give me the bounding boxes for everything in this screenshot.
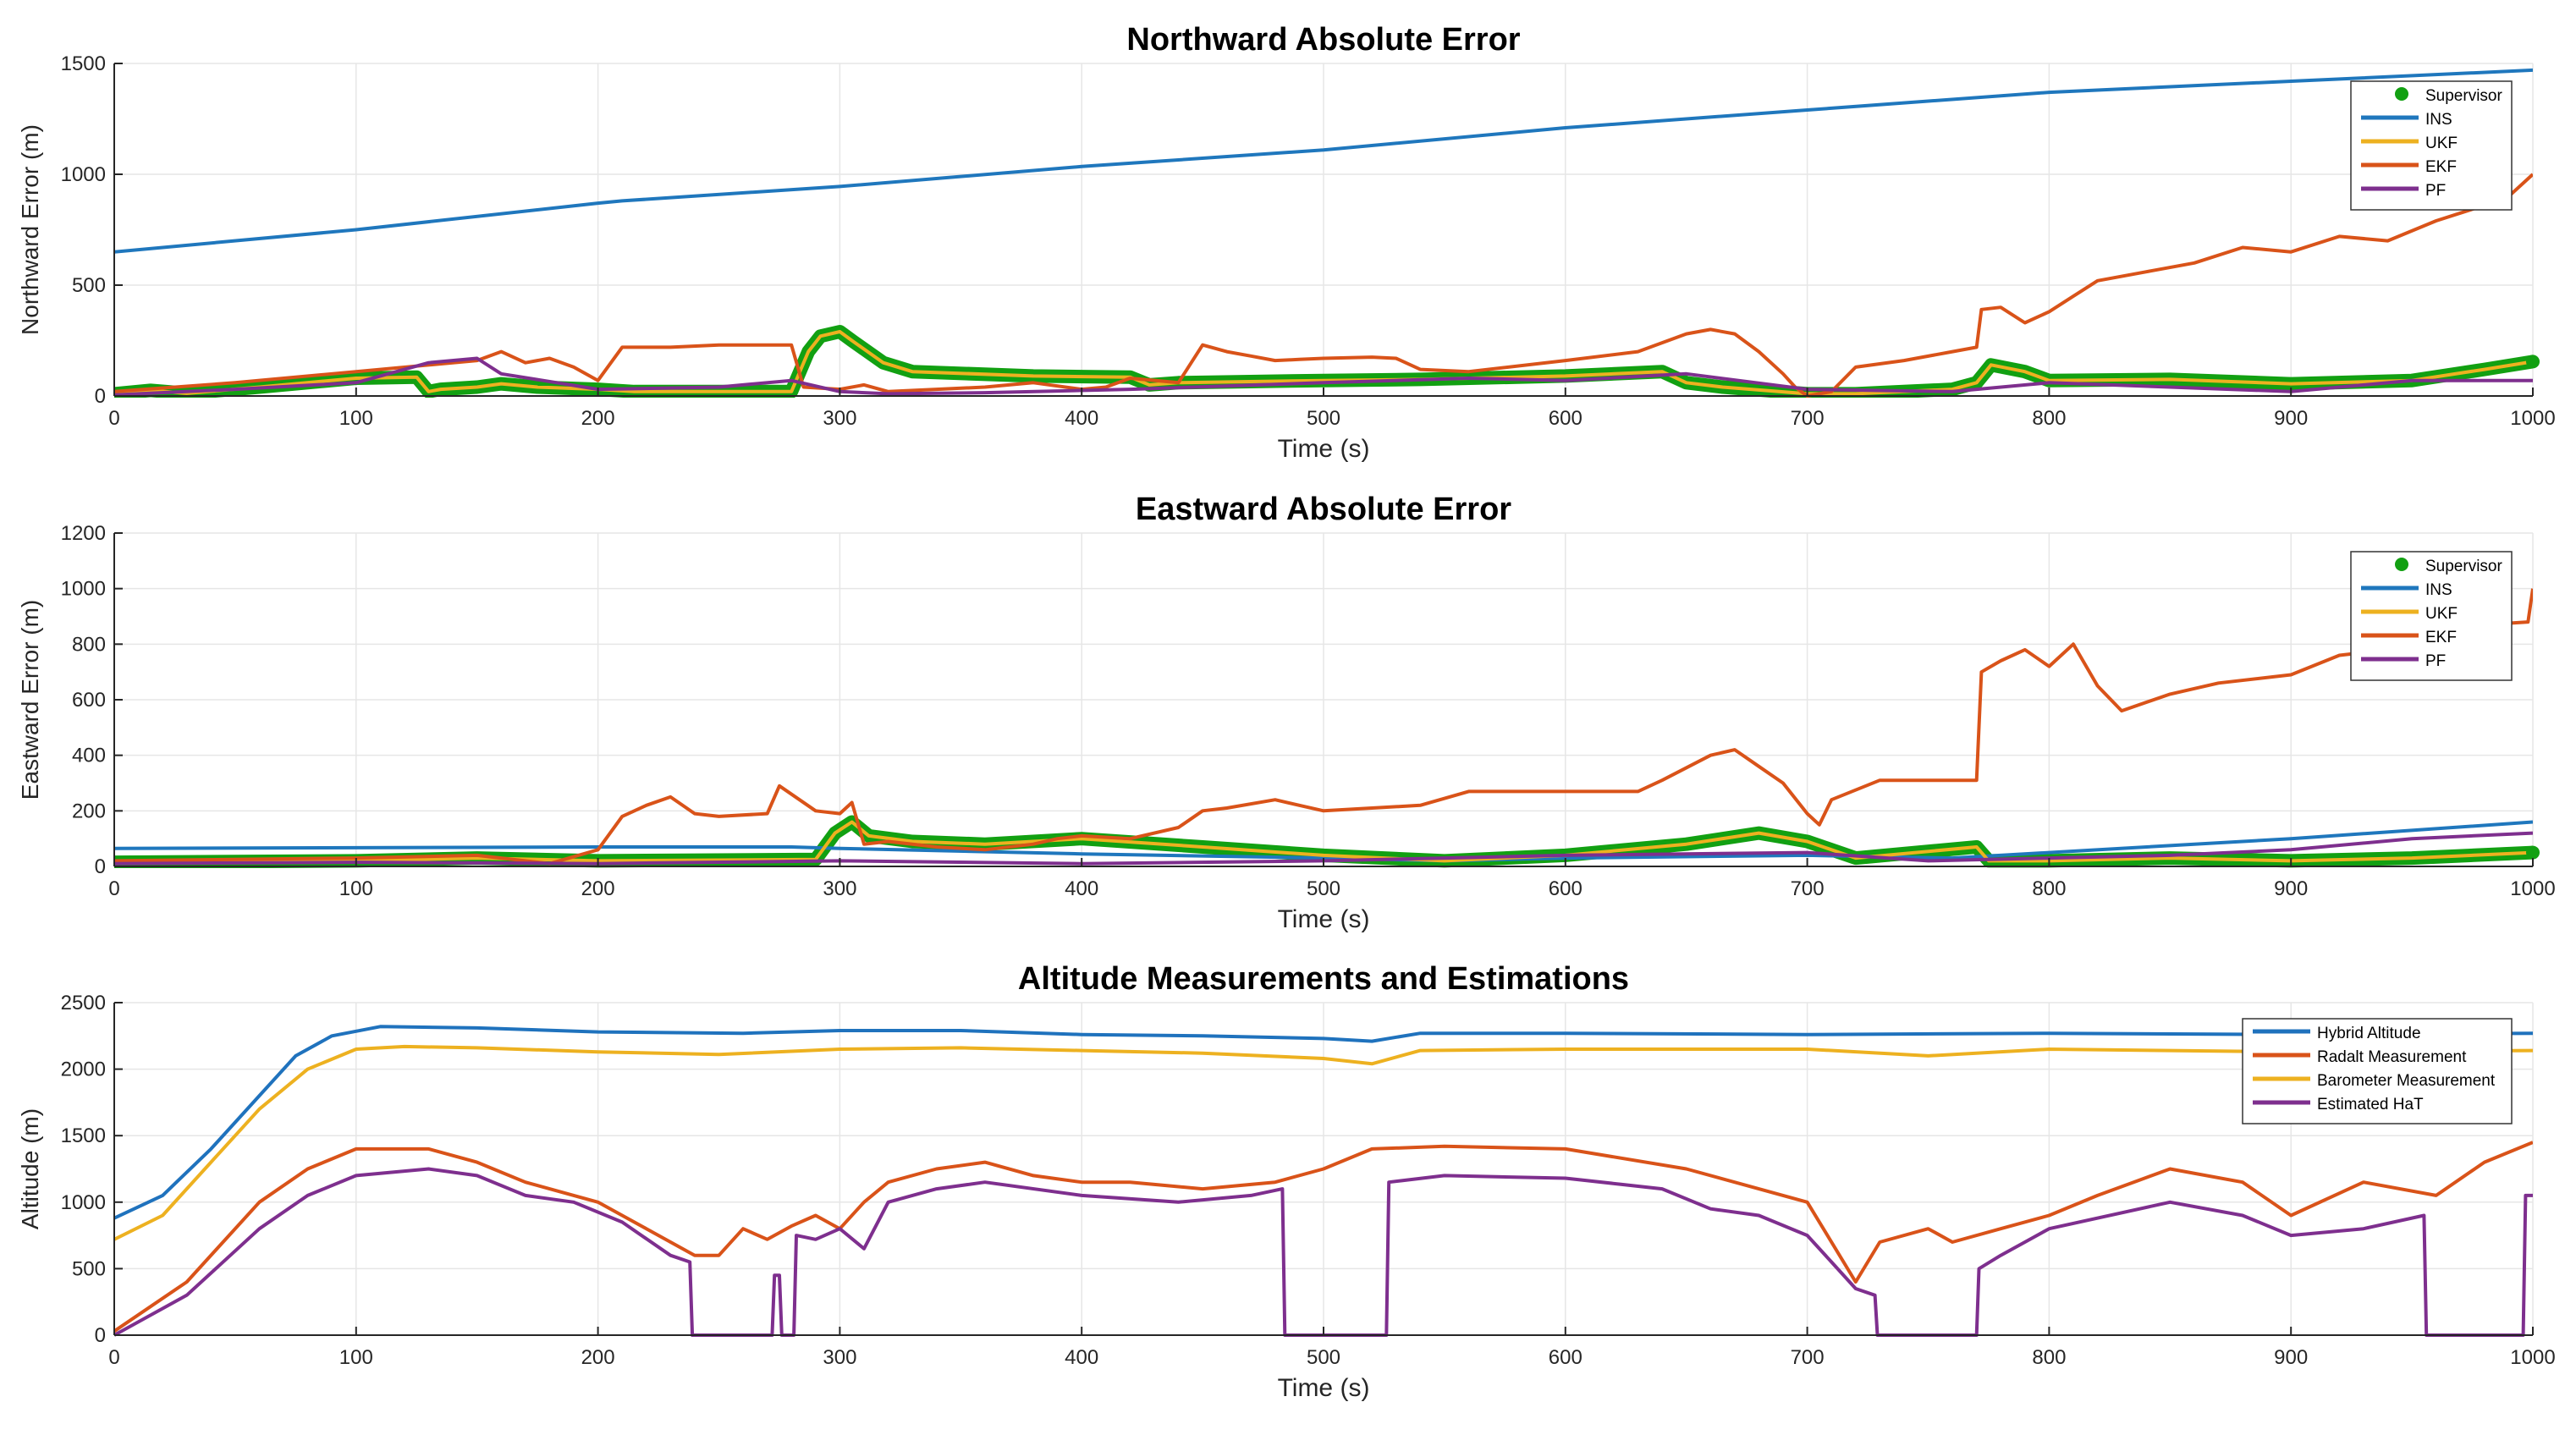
legend-label-supervisor: Supervisor xyxy=(2425,558,2502,575)
x-tick-label: 400 xyxy=(1065,877,1098,900)
supervisor-end-marker xyxy=(2526,355,2540,369)
series-group xyxy=(114,588,2533,868)
x-tick-label: 100 xyxy=(339,877,373,900)
y-tick-label: 1000 xyxy=(61,578,106,601)
eastward-error-panel: 0 100 200 300 400 500 600 700 800 900 1000 0 200 400 6… xyxy=(17,492,2556,933)
legend-marker-supervisor xyxy=(2395,87,2408,101)
legend: Hybrid Altitude Radalt Measurement Baromet… xyxy=(2242,1018,2513,1124)
series-line-ukf xyxy=(114,330,2533,396)
y-axis-label: Altitude (m) xyxy=(17,1108,43,1229)
y-tick-label: 0 xyxy=(95,385,106,408)
y-tick-label: 1000 xyxy=(61,163,106,186)
x-tick-label: 600 xyxy=(1549,407,1582,430)
y-tick-label: 1000 xyxy=(61,1191,106,1214)
y-tick-label: 200 xyxy=(72,800,106,822)
x-tick-label: 400 xyxy=(1065,407,1098,430)
x-tick-label: 200 xyxy=(581,1346,615,1369)
y-tick-label: 500 xyxy=(72,274,106,297)
series-line-ekf xyxy=(114,588,2533,866)
x-tick-label: 500 xyxy=(1307,407,1340,430)
y-tick-label: 1500 xyxy=(61,52,106,75)
x-tick-label: 200 xyxy=(581,407,615,430)
legend-label-pf: PF xyxy=(2425,182,2446,200)
x-tick-label: 800 xyxy=(2032,877,2066,900)
legend-label-radalt: Radalt Measurement xyxy=(2317,1048,2467,1066)
x-tick-label: 800 xyxy=(2032,407,2066,430)
x-tick-label: 400 xyxy=(1065,1346,1098,1369)
series-line-radalt xyxy=(114,1141,2533,1333)
x-tick-label: 0 xyxy=(108,1346,119,1369)
legend: Supervisor INS UKF EKF PF xyxy=(2350,551,2513,681)
series-line-baro xyxy=(114,1044,2533,1241)
x-tick-label: 500 xyxy=(1307,1346,1340,1369)
legend-label-ins: INS xyxy=(2425,111,2452,129)
northward-error-panel: 0 100 200 300 400 500 600 700 800 900 1000 0 500 1000… xyxy=(17,22,2556,463)
x-tick-label: 600 xyxy=(1549,1346,1582,1369)
series-line-hybrid xyxy=(114,1025,2533,1220)
altitude-panel: 0 100 200 300 400 500 600 700 800 900 1000 0 500 1000… xyxy=(17,961,2556,1402)
legend-label-ekf: EKF xyxy=(2425,158,2457,176)
x-axis-label: Time (s) xyxy=(1278,1374,1370,1402)
x-tick-label: 300 xyxy=(823,1346,856,1369)
legend-label-ins: INS xyxy=(2425,581,2452,599)
legend-box xyxy=(2242,1018,2513,1124)
chart-title: Altitude Measurements and Estimations xyxy=(1018,961,1629,997)
x-tick-label: 900 xyxy=(2274,1346,2308,1369)
x-tick-label: 300 xyxy=(823,877,856,900)
legend-marker-supervisor xyxy=(2395,558,2408,571)
legend-label-ukf: UKF xyxy=(2425,605,2458,623)
chart-title: Northward Absolute Error xyxy=(1126,22,1520,58)
series-line-pf xyxy=(114,356,2533,397)
series-line-ins xyxy=(114,68,2533,254)
series-line-pf xyxy=(114,831,2533,866)
y-tick-label: 0 xyxy=(95,1324,106,1347)
x-tick-label: 300 xyxy=(823,407,856,430)
x-axis-label: Time (s) xyxy=(1278,435,1370,463)
x-tick-label: 0 xyxy=(108,407,119,430)
series-group xyxy=(114,68,2533,398)
x-tick-label: 1000 xyxy=(2510,877,2555,900)
series-line-hat xyxy=(114,1167,2533,1337)
x-axis-label: Time (s) xyxy=(1278,905,1370,933)
y-tick-label: 2500 xyxy=(61,992,106,1014)
legend-label-hat: Estimated HaT xyxy=(2317,1096,2424,1113)
series-line-ekf xyxy=(114,173,2533,398)
legend-label-supervisor: Supervisor xyxy=(2425,87,2502,105)
x-tick-label: 900 xyxy=(2274,407,2308,430)
y-tick-label: 500 xyxy=(72,1257,106,1280)
y-tick-label: 800 xyxy=(72,633,106,656)
x-tick-label: 1000 xyxy=(2510,1346,2555,1369)
x-tick-label: 0 xyxy=(108,877,119,900)
y-tick-label: 600 xyxy=(72,689,106,712)
x-tick-label: 500 xyxy=(1307,877,1340,900)
legend-label-ekf: EKF xyxy=(2425,629,2457,646)
x-tick-label: 700 xyxy=(1791,1346,1825,1369)
x-tick-label: 700 xyxy=(1791,877,1825,900)
x-tick-label: 100 xyxy=(339,407,373,430)
x-tick-label: 900 xyxy=(2274,877,2308,900)
legend-label-ukf: UKF xyxy=(2425,135,2458,152)
y-axis-label: Eastward Error (m) xyxy=(17,600,43,800)
series-group xyxy=(114,1025,2533,1337)
x-tick-label: 1000 xyxy=(2510,407,2555,430)
y-tick-label: 400 xyxy=(72,745,106,767)
y-tick-label: 1200 xyxy=(61,522,106,545)
legend-label-baro: Barometer Measurement xyxy=(2317,1072,2496,1090)
legend-label-hybrid: Hybrid Altitude xyxy=(2317,1025,2421,1042)
legend: Supervisor INS UKF EKF PF xyxy=(2350,80,2513,211)
y-tick-label: 0 xyxy=(95,855,106,878)
x-tick-label: 200 xyxy=(581,877,615,900)
legend-label-pf: PF xyxy=(2425,652,2446,670)
chart-title: Eastward Absolute Error xyxy=(1136,492,1511,527)
x-tick-label: 700 xyxy=(1791,407,1825,430)
x-tick-label: 800 xyxy=(2032,1346,2066,1369)
y-tick-label: 1500 xyxy=(61,1124,106,1147)
y-tick-label: 2000 xyxy=(61,1058,106,1081)
y-axis-label: Northward Error (m) xyxy=(17,124,43,335)
x-tick-label: 100 xyxy=(339,1346,373,1369)
x-tick-label: 600 xyxy=(1549,877,1582,900)
supervisor-end-marker xyxy=(2526,845,2540,860)
